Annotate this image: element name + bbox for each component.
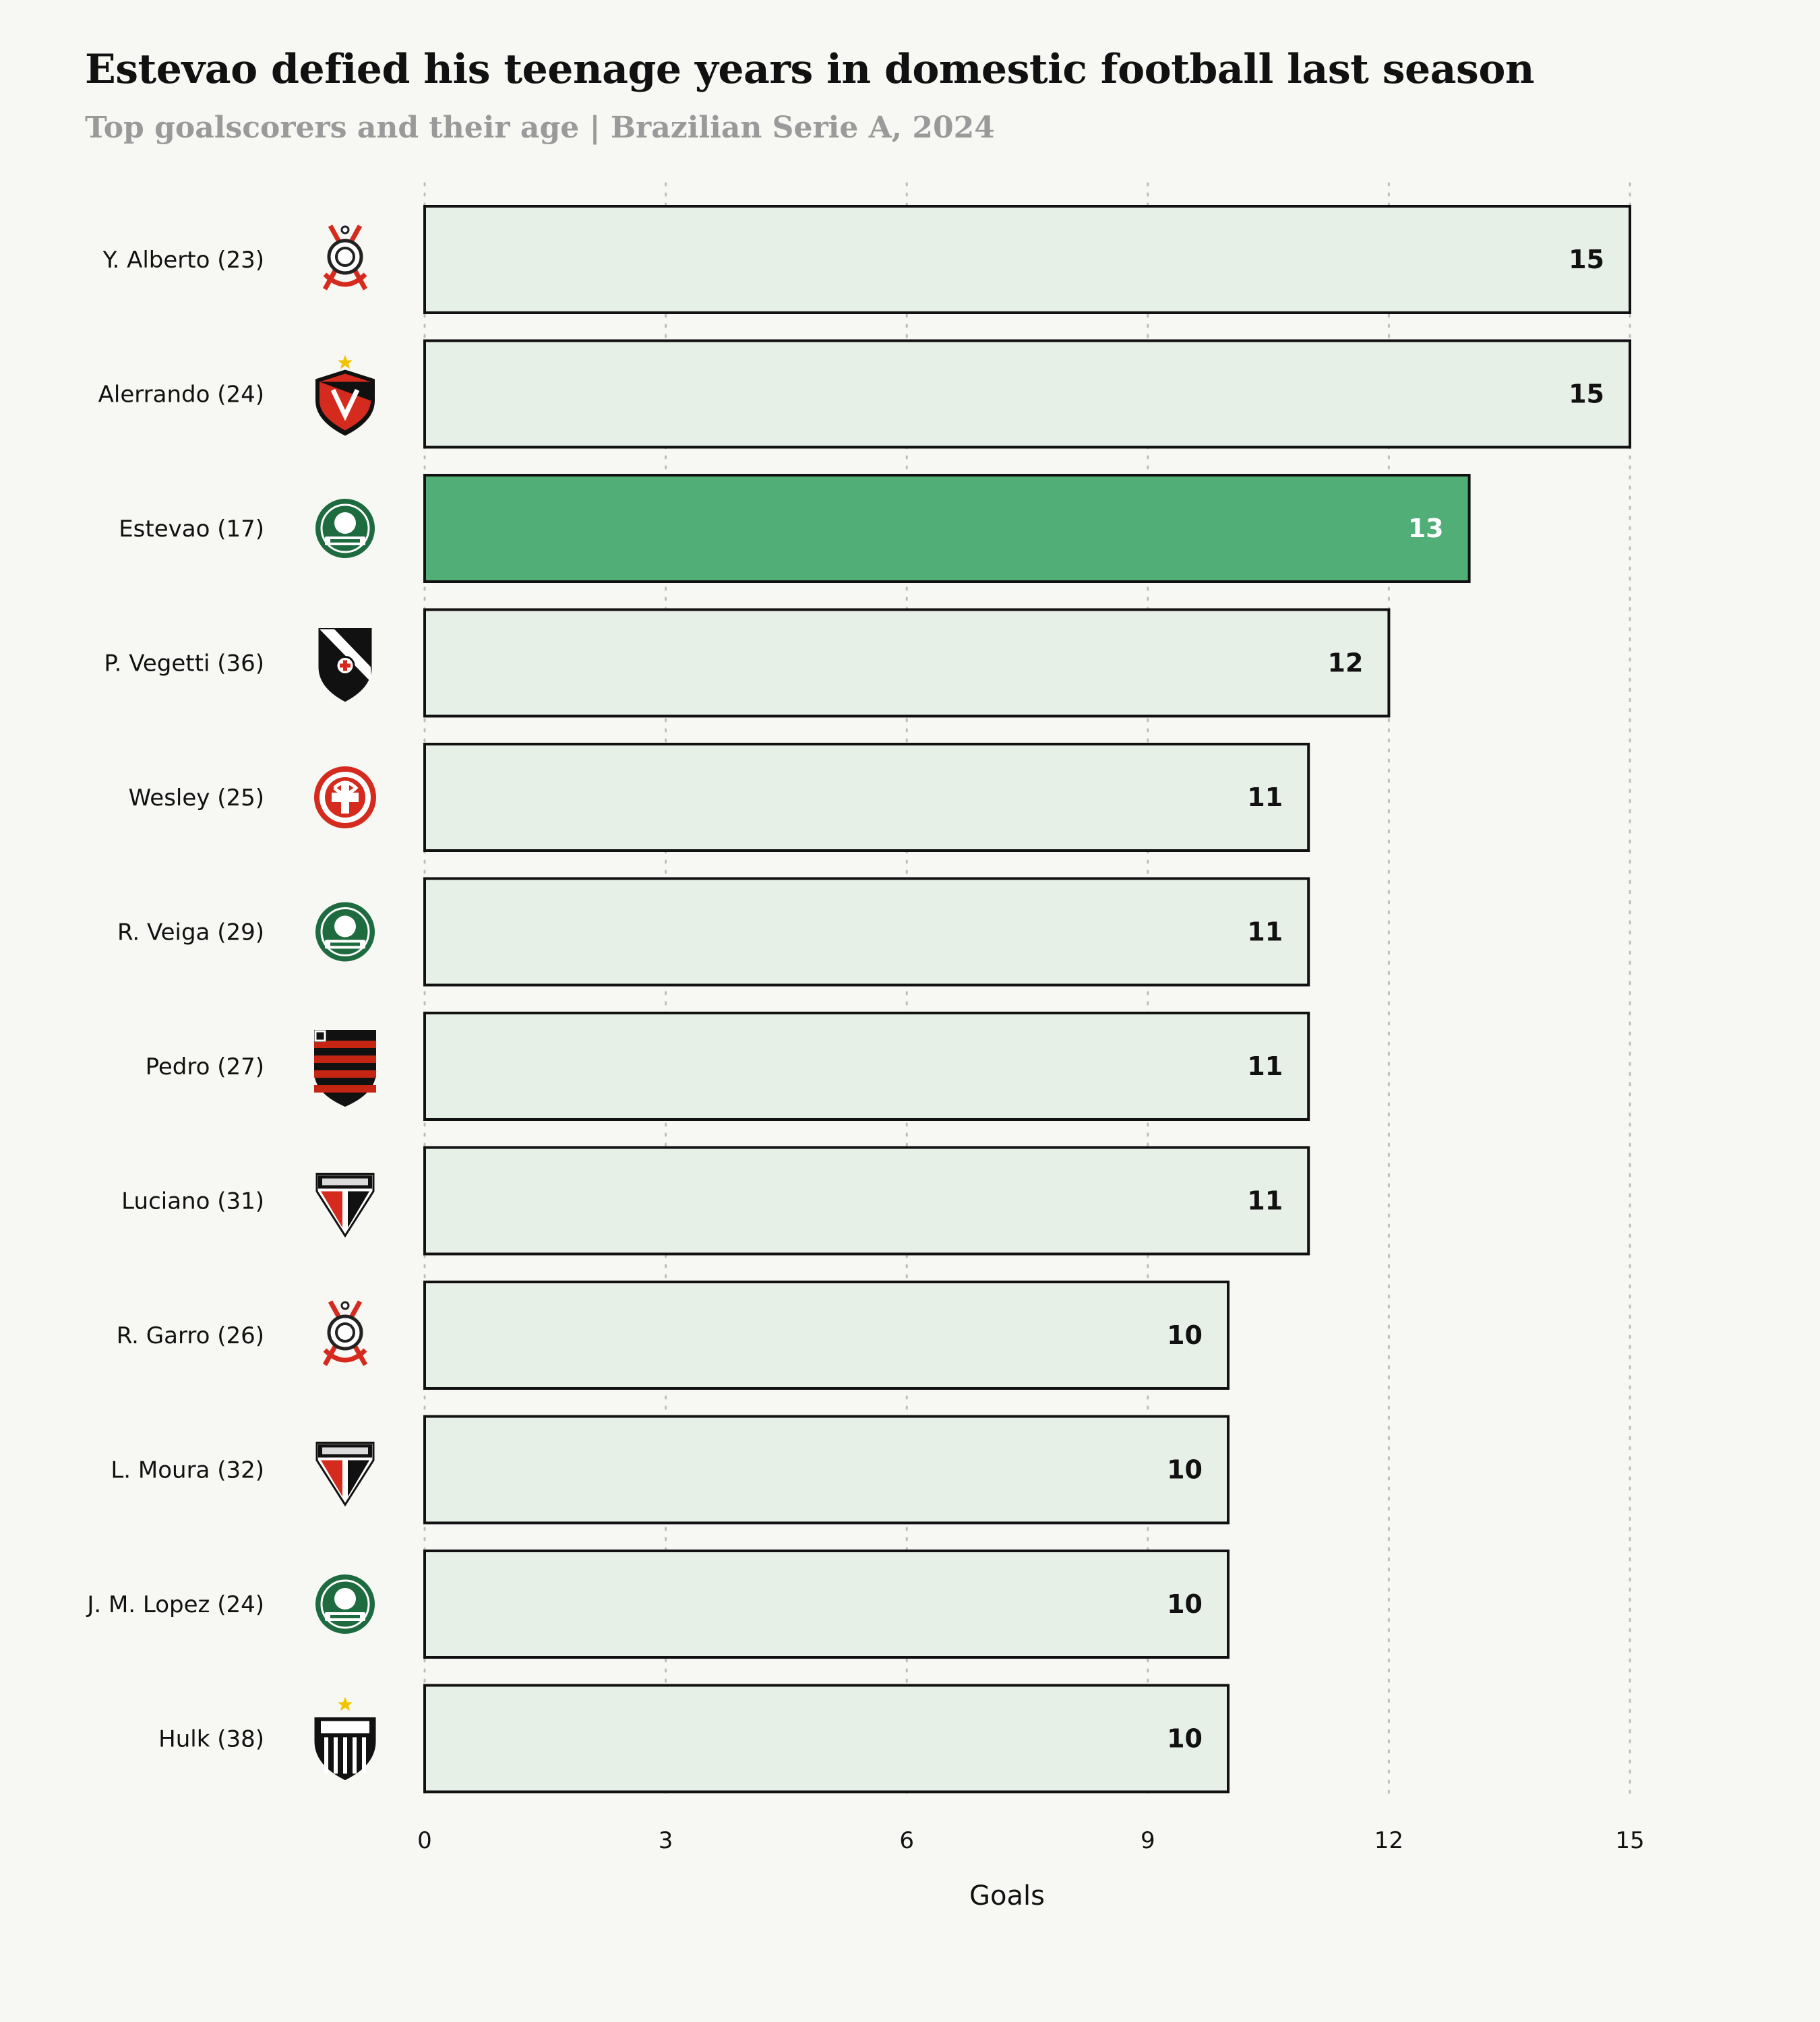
bar [423,1415,1230,1525]
bars: 15 15 13 12 11 11 11 11 10 10 10 10 [423,205,1631,1794]
bar [423,877,1310,987]
player-label: Wesley (25) [129,785,264,811]
value-label: 13 [1408,514,1444,543]
value-label: 11 [1247,917,1283,947]
bar [423,743,1310,852]
bar [423,1146,1310,1256]
bar [423,1684,1230,1794]
flamengo-crest-icon [314,1030,376,1107]
vasco-crest-icon [318,628,372,702]
sao-paulo-crest-icon [315,1173,375,1238]
x-tick-label: 0 [417,1827,432,1854]
x-tick-label: 6 [899,1827,914,1854]
player-label: L. Moura (32) [111,1457,264,1484]
palmeiras-crest-icon [315,1574,375,1634]
bar [423,608,1391,718]
x-tick-label: 15 [1615,1827,1644,1854]
row-labels: Y. Alberto (23) Alerrando (24) Estevao (17… [86,247,264,1753]
sao-paulo-crest-icon [315,1442,375,1507]
corinthians-crest-icon [322,224,368,290]
x-axis-ticks: 0 3 6 9 12 15 [417,1827,1644,1854]
player-label: Hulk (38) [158,1726,264,1753]
x-tick-label: 9 [1141,1827,1155,1854]
corinthians-crest-icon [322,1300,368,1366]
bar-highlighted [423,474,1471,583]
player-label: Pedro (27) [146,1053,264,1080]
vitoria-crest-icon [315,355,375,436]
player-label: Estevao (17) [119,516,264,543]
player-label: P. Vegetti (36) [104,650,264,677]
chart-subtitle: Top goalscorers and their age | Brazilia… [85,111,995,145]
bar [423,339,1631,449]
bar [423,1550,1230,1659]
palmeiras-crest-icon [315,499,375,558]
player-label: Luciano (31) [121,1188,264,1215]
value-label: 10 [1167,1724,1203,1754]
value-label: 11 [1247,1186,1283,1216]
internacional-crest-icon [314,766,376,828]
value-label: 10 [1167,1589,1203,1619]
x-axis-title: Goals [969,1880,1045,1911]
value-label: 12 [1328,648,1364,678]
bar [423,205,1631,314]
value-label: 15 [1569,245,1604,274]
bar [423,1012,1310,1121]
palmeiras-crest-icon [315,902,375,962]
x-tick-label: 3 [659,1827,673,1854]
player-label: Alerrando (24) [98,381,264,408]
player-label: J. M. Lopez (24) [86,1591,264,1618]
player-label: R. Veiga (29) [117,919,264,946]
chart-title: Estevao defied his teenage years in dome… [85,46,1534,93]
value-label: 11 [1247,1051,1283,1081]
player-label: Y. Alberto (23) [102,247,264,274]
club-crests [314,224,376,1781]
value-label: 15 [1569,379,1604,409]
player-label: R. Garro (26) [117,1322,264,1349]
value-label: 10 [1167,1320,1203,1350]
bar [423,1281,1230,1390]
value-label: 11 [1247,783,1283,812]
value-label: 10 [1167,1455,1203,1485]
x-tick-label: 12 [1374,1827,1403,1854]
atletico-mineiro-crest-icon [314,1696,376,1781]
